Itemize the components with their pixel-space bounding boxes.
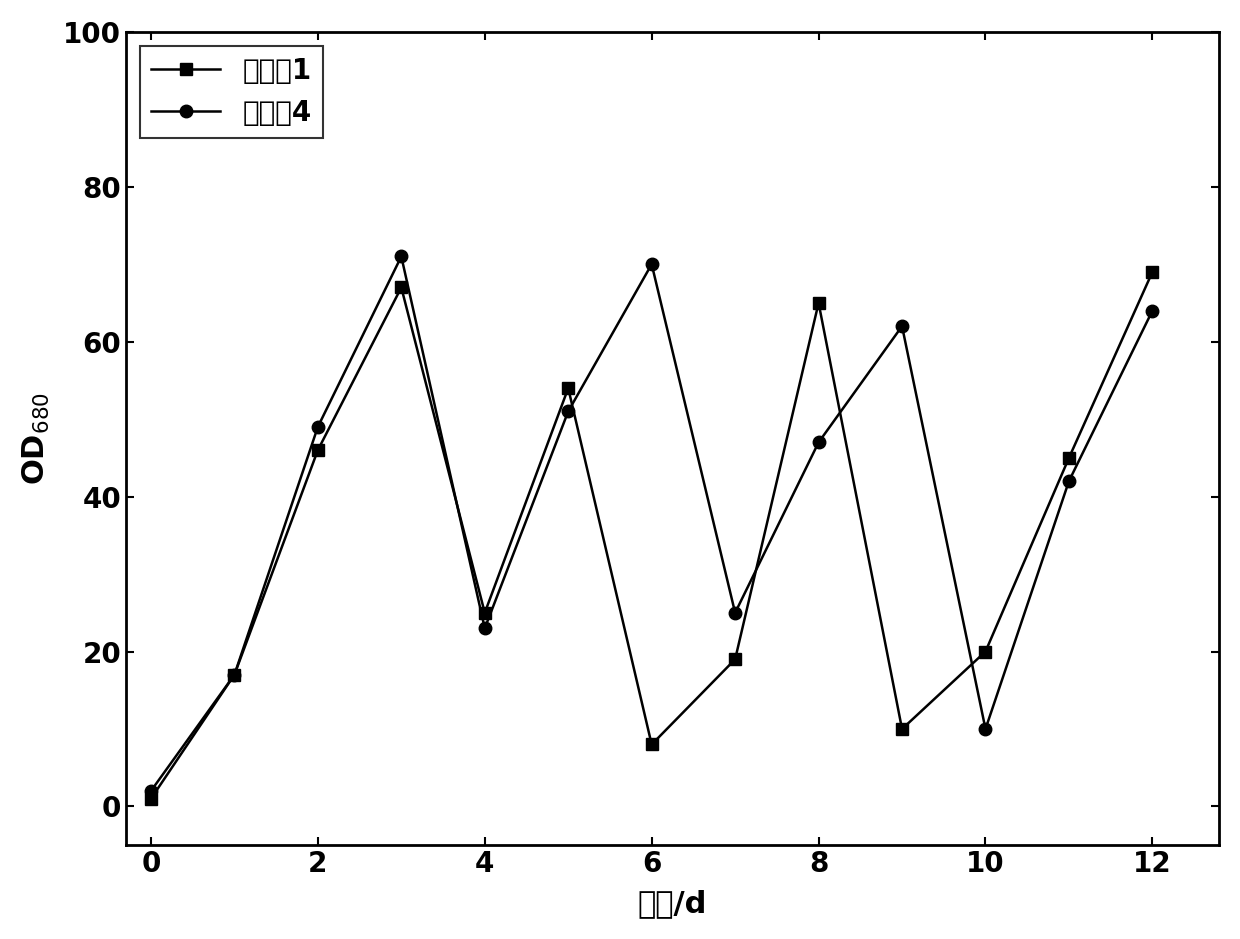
X-axis label: 时间/d: 时间/d xyxy=(637,889,707,918)
Y-axis label: OD$_{680}$: OD$_{680}$ xyxy=(21,393,52,485)
Legend: 实施兠1, 实施兠4: 实施兠1, 实施兠4 xyxy=(140,46,322,138)
